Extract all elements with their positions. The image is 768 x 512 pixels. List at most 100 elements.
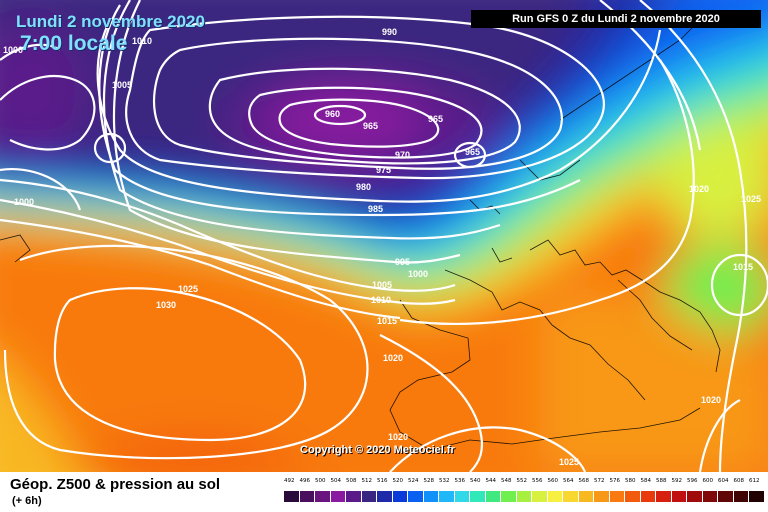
isobar-label: 960 — [325, 109, 340, 119]
isobar-label: 1020 — [383, 353, 403, 363]
isobar-label: 990 — [382, 27, 397, 37]
z500-field-map: 1000 1010 1005 990 960 965 965 970 975 9… — [0, 0, 768, 472]
legend-swatch — [454, 491, 469, 502]
legend-swatch — [361, 491, 376, 502]
legend-swatch — [377, 491, 392, 502]
legend-tick-label: 592 — [671, 478, 683, 484]
model-run-label: Run GFS 0 Z du Lundi 2 novembre 2020 — [471, 10, 761, 28]
legend-swatch — [485, 491, 500, 502]
legend-tick-label: 508 — [346, 478, 357, 484]
legend-swatch — [656, 491, 671, 502]
legend-tick-label: 596 — [687, 478, 698, 484]
legend-tick-label: 564 — [563, 478, 574, 484]
legend-tick-label: 608 — [733, 478, 745, 484]
legend-swatch — [501, 491, 516, 502]
isobar-label: 970 — [395, 150, 410, 160]
isobar-label: 1005 — [112, 80, 132, 90]
legend-swatch — [284, 491, 299, 502]
legend-tick-label: 580 — [625, 478, 636, 484]
legend-tick-label: 572 — [594, 478, 605, 484]
legend-tick-label: 556 — [532, 478, 543, 484]
legend-tick-label: 500 — [315, 478, 326, 484]
legend-tick-label: 560 — [547, 478, 559, 484]
legend-tick-label: 552 — [516, 478, 528, 484]
map-footer: Géop. Z500 & pression au sol (+ 6h) 492 4… — [0, 472, 768, 512]
isobar-label: 975 — [376, 165, 391, 175]
legend-tick-label: 512 — [361, 478, 373, 484]
isobar-label: 965 — [465, 147, 480, 157]
isobar-label: 1015 — [733, 262, 753, 272]
coastlines — [0, 19, 721, 451]
isobar-label: 1025 — [559, 457, 579, 467]
isobar-label: 1005 — [372, 280, 392, 290]
isobar-label: 1025 — [178, 284, 198, 294]
legend-tick-label: 520 — [392, 478, 404, 484]
isobar-label: 1030 — [156, 300, 176, 310]
legend-tick-label: 544 — [485, 478, 497, 484]
legend-swatch — [733, 491, 748, 502]
legend-swatch — [640, 491, 655, 502]
isobar-labels: 1000 1010 1005 990 960 965 965 970 975 9… — [3, 27, 761, 467]
legend-tick-label: 516 — [377, 478, 388, 484]
legend-swatch — [532, 491, 547, 502]
isobar-label: 1000 — [3, 45, 23, 55]
isobar-label: 1020 — [689, 184, 709, 194]
legend-tick-label: 524 — [408, 478, 419, 484]
isobar-label: 1010 — [371, 295, 391, 305]
legend-swatch — [687, 491, 702, 502]
isobar-label: 1025 — [741, 194, 761, 204]
isobar-label: 1015 — [377, 316, 397, 326]
legend-tick-label: 496 — [299, 478, 311, 484]
isobar-label: 1000 — [14, 197, 34, 207]
legend-swatch — [330, 491, 345, 502]
map-title: Géop. Z500 & pression au sol — [10, 476, 221, 493]
legend-swatch — [702, 491, 717, 502]
legend-swatch — [439, 491, 454, 502]
legend-swatch — [346, 491, 361, 502]
legend-tick-label: 612 — [749, 478, 760, 484]
legend-tick-label: 568 — [578, 478, 590, 484]
isobar-label: 980 — [356, 182, 371, 192]
legend-swatch — [749, 491, 764, 502]
forecast-date: Lundi 2 novembre 2020 — [16, 12, 205, 31]
legend-swatch — [625, 491, 640, 502]
legend-swatch — [718, 491, 733, 502]
legend-tick-label: 600 — [702, 478, 714, 484]
legend-tick-label: 584 — [640, 478, 652, 484]
isobar-label: 1020 — [701, 395, 721, 405]
legend-swatch — [609, 491, 624, 502]
isobar-label: 985 — [368, 204, 383, 214]
legend-tick-label: 528 — [423, 478, 435, 484]
weather-map: 1000 1010 1005 990 960 965 965 970 975 9… — [0, 0, 768, 472]
legend-tick-label: 576 — [609, 478, 621, 484]
legend-swatch — [547, 491, 562, 502]
isobar-label: 1020 — [388, 432, 408, 442]
legend-swatch — [470, 491, 485, 502]
legend-tick-label: 540 — [470, 478, 481, 484]
legend-swatch — [408, 491, 423, 502]
legend-tick-label: 504 — [330, 478, 342, 484]
legend-swatch — [516, 491, 531, 502]
isobars — [0, 0, 768, 472]
legend-tick-label: 588 — [656, 478, 667, 484]
isobar-label: 1000 — [408, 269, 428, 279]
copyright-notice: Copyright © 2020 Meteociel.fr — [300, 444, 455, 456]
legend-tick-label: 536 — [454, 478, 466, 484]
legend-swatch — [578, 491, 593, 502]
isobar-label: 965 — [363, 121, 378, 131]
isobar-label: 1010 — [132, 36, 152, 46]
legend-swatch — [563, 491, 578, 502]
isobar-label: 965 — [428, 114, 443, 124]
legend-swatch — [671, 491, 686, 502]
legend-swatch — [423, 491, 438, 502]
isobar-label: 995 — [395, 257, 410, 267]
legend-tick-label: 492 — [284, 478, 295, 484]
forecast-time: 7:00 locale — [20, 32, 128, 55]
legend-swatch — [315, 491, 330, 502]
legend-tick-label: 532 — [439, 478, 450, 484]
legend-swatch — [392, 491, 407, 502]
legend-swatch — [299, 491, 314, 502]
forecast-lead-time: (+ 6h) — [12, 495, 42, 507]
legend-tick-label: 604 — [718, 478, 729, 484]
legend-tick-label: 548 — [501, 478, 512, 484]
